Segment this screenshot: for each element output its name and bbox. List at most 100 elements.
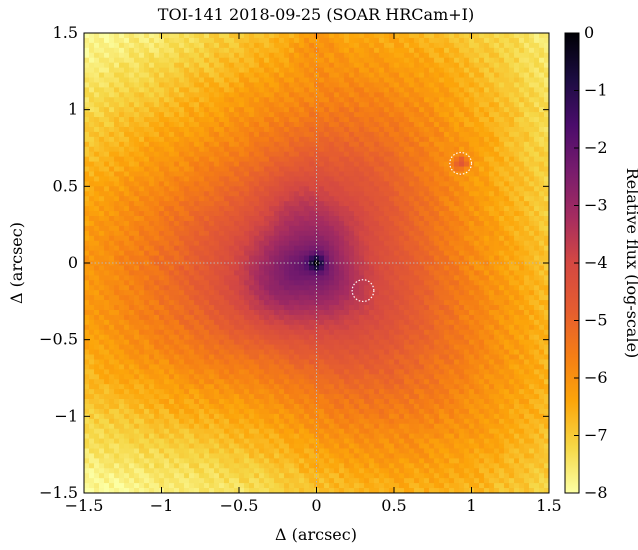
heatmap-cell	[489, 206, 495, 212]
heatmap-cell	[304, 230, 310, 237]
heatmap-cell	[324, 211, 330, 217]
heatmap-cell	[489, 216, 495, 222]
heatmap-cell	[174, 216, 180, 222]
heatmap-cell	[434, 245, 440, 252]
heatmap-cell	[479, 102, 485, 108]
heatmap-cell	[269, 270, 275, 276]
heatmap-cell	[289, 161, 295, 168]
heatmap-cell	[339, 151, 345, 158]
heatmap-cell	[299, 211, 305, 217]
heatmap-cell	[204, 37, 210, 44]
heatmap-cell	[194, 117, 200, 123]
heatmap-cell	[489, 126, 495, 133]
heatmap-cell	[169, 151, 175, 158]
heatmap-cell	[324, 87, 330, 93]
heatmap-cell	[349, 82, 355, 89]
heatmap-cell	[124, 290, 130, 296]
heatmap-cell	[189, 295, 195, 301]
heatmap-cell	[489, 265, 495, 272]
heatmap-cell	[189, 230, 195, 237]
heatmap-cell	[469, 201, 475, 207]
heatmap-cell	[144, 245, 150, 252]
heatmap-cell	[474, 225, 480, 232]
heatmap-cell	[369, 235, 375, 242]
heatmap-cell	[354, 102, 360, 108]
heatmap-cell	[444, 161, 450, 168]
heatmap-cell	[124, 235, 130, 242]
heatmap-cell	[399, 230, 405, 237]
heatmap-cell	[454, 260, 460, 267]
heatmap-cell	[184, 285, 190, 291]
heatmap-cell	[94, 206, 100, 212]
heatmap-cell	[324, 72, 330, 79]
heatmap-cell	[209, 57, 215, 64]
heatmap-cell	[344, 117, 350, 123]
heatmap-cell	[94, 196, 100, 202]
heatmap-cell	[469, 102, 475, 108]
heatmap-cell	[224, 72, 230, 79]
heatmap-cell	[389, 67, 395, 74]
heatmap-cell	[224, 122, 230, 128]
heatmap-cell	[209, 240, 215, 247]
heatmap-cell	[259, 141, 265, 148]
heatmap-cell	[429, 250, 435, 257]
heatmap-cell	[214, 220, 220, 227]
heatmap-cell	[104, 47, 110, 54]
heatmap-cell	[89, 112, 95, 118]
heatmap-cell	[99, 166, 105, 173]
heatmap-cell	[194, 201, 200, 207]
heatmap-cell	[359, 186, 365, 192]
heatmap-cell	[139, 295, 145, 301]
heatmap-cell	[159, 171, 165, 178]
heatmap-cell	[469, 122, 475, 128]
heatmap-cell	[309, 161, 315, 168]
heatmap-cell	[294, 97, 300, 103]
heatmap-cell	[239, 235, 245, 242]
heatmap-cell	[344, 102, 350, 108]
heatmap-cell	[349, 280, 355, 286]
heatmap-cell	[469, 131, 475, 138]
heatmap-cell	[234, 161, 240, 168]
heatmap-cell	[544, 216, 549, 222]
heatmap-cell	[469, 166, 475, 173]
heatmap-cell	[244, 42, 250, 49]
heatmap-cell	[414, 87, 420, 93]
heatmap-cell	[229, 52, 235, 59]
heatmap-cell	[394, 290, 400, 296]
heatmap-cell	[419, 260, 425, 267]
heatmap-cell	[444, 82, 450, 89]
heatmap-cell	[269, 235, 275, 242]
heatmap-cell	[339, 62, 345, 69]
heatmap-cell	[259, 265, 265, 272]
heatmap-cell	[229, 146, 235, 153]
heatmap-cell	[139, 131, 145, 138]
heatmap-cell	[449, 186, 455, 192]
heatmap-cell	[409, 220, 415, 227]
heatmap-cell	[139, 196, 145, 202]
heatmap-cell	[464, 250, 470, 257]
heatmap-cell	[289, 245, 295, 252]
heatmap-cell	[264, 171, 270, 178]
heatmap-cell	[494, 72, 500, 79]
heatmap-cell	[99, 102, 105, 108]
heatmap-cell	[419, 151, 425, 158]
heatmap-cell	[324, 285, 330, 291]
heatmap-cell	[504, 161, 510, 168]
heatmap-cell	[379, 52, 385, 59]
heatmap-cell	[159, 156, 165, 163]
heatmap-cell	[284, 146, 290, 153]
heatmap-cell	[214, 117, 220, 123]
heatmap-cell	[389, 62, 395, 69]
heatmap-cell	[159, 161, 165, 168]
heatmap-cell	[249, 280, 255, 286]
heatmap-cell	[494, 191, 500, 197]
heatmap-cell	[334, 220, 340, 227]
heatmap-cell	[384, 37, 390, 44]
heatmap-cell	[394, 156, 400, 163]
heatmap-cell	[309, 136, 315, 143]
heatmap-cell	[364, 181, 370, 187]
heatmap-cell	[174, 151, 180, 158]
heatmap-cell	[94, 265, 100, 272]
heatmap-cell	[204, 112, 210, 118]
heatmap-cell	[539, 82, 545, 89]
